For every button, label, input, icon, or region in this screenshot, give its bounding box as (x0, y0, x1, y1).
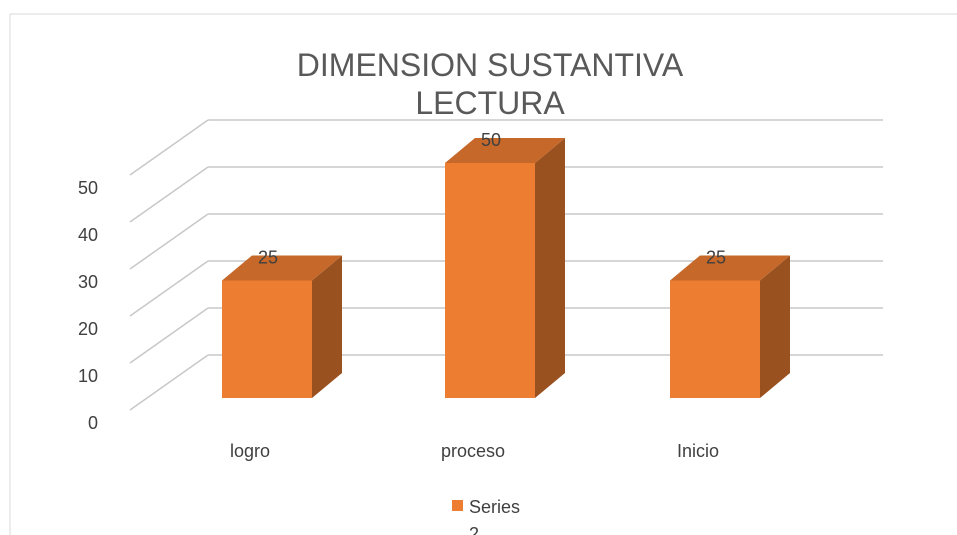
bar-side (535, 138, 565, 398)
y-tick-label: 10 (78, 366, 98, 386)
bar (445, 163, 535, 398)
grid-line (129, 260, 209, 317)
x-tick-label: Inicio (677, 441, 719, 461)
bar-side (312, 255, 342, 398)
y-tick-label: 40 (78, 225, 98, 245)
y-tick-label: 0 (88, 413, 98, 433)
data-label: 50 (481, 130, 501, 150)
bar-top (222, 255, 342, 281)
y-tick-label: 30 (78, 272, 98, 292)
legend-label: Series 2 (469, 497, 521, 535)
bar-top (445, 138, 565, 163)
chart-title: DIMENSION SUSTANTIVA LECTURA (296, 47, 684, 121)
grid-line (129, 213, 209, 270)
data-label: 25 (706, 247, 726, 267)
bar-side (760, 255, 790, 398)
grid-line (129, 119, 209, 176)
legend: Series 2 (452, 494, 531, 535)
x-tick-label: proceso (441, 441, 505, 461)
x-tick-label: logro (230, 441, 270, 461)
grid-line (129, 166, 209, 223)
y-tick-label: 20 (78, 319, 98, 339)
bar-top (670, 255, 790, 281)
y-tick-label: 50 (78, 178, 98, 198)
legend-swatch (452, 500, 463, 511)
grid-line (129, 307, 209, 364)
grid-line (129, 354, 209, 411)
bar (670, 280, 760, 398)
data-label: 25 (258, 247, 278, 267)
bar (222, 280, 312, 398)
